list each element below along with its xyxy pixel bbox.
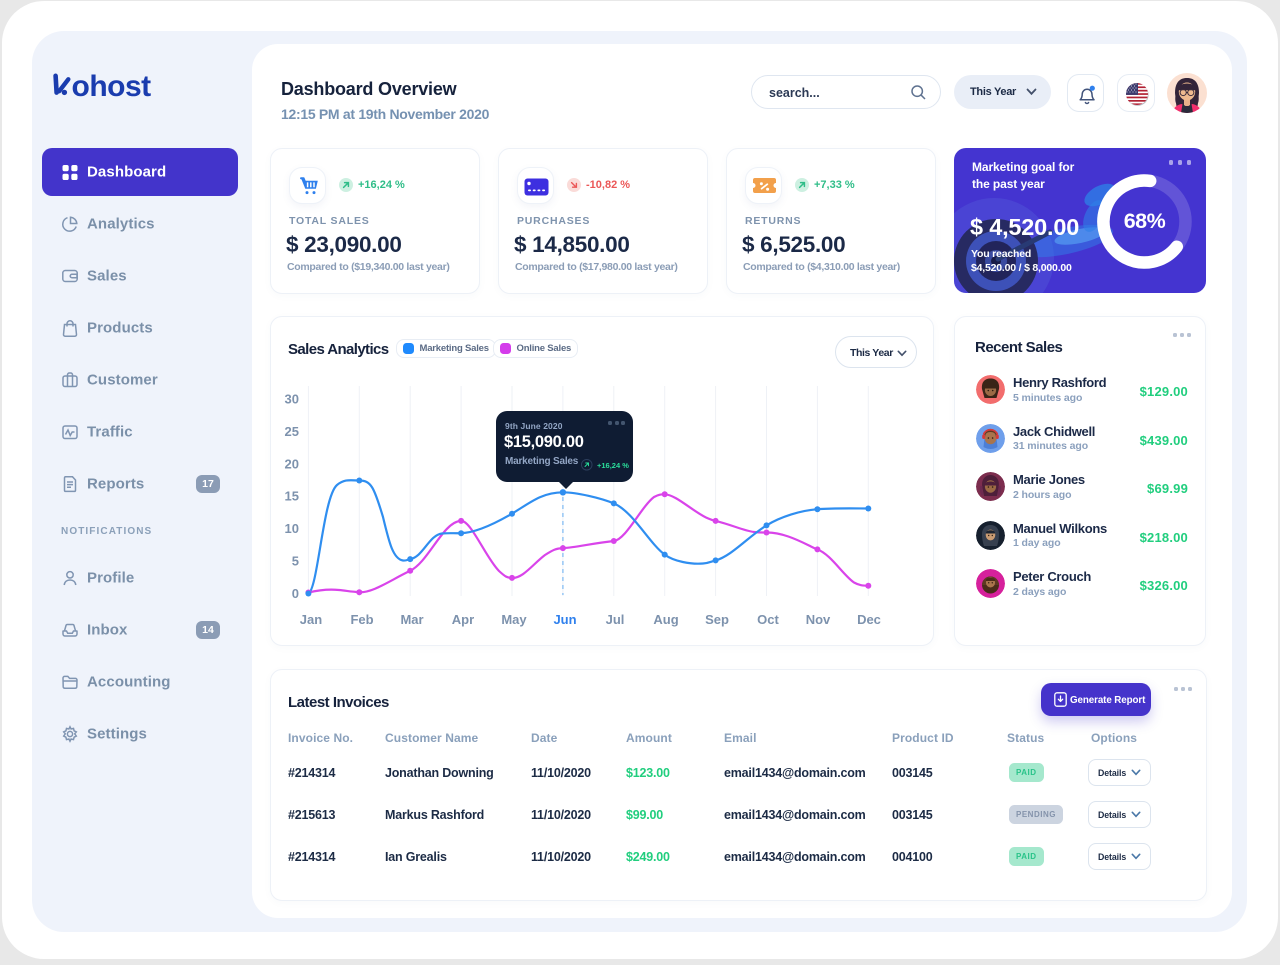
svg-text:30: 30 (285, 392, 299, 407)
svg-text:Sep: Sep (705, 612, 729, 627)
svg-text:Jan: Jan (300, 612, 322, 627)
svg-text:Apr: Apr (452, 612, 474, 627)
svg-text:Nov: Nov (806, 612, 831, 627)
svg-text:Jul: Jul (606, 612, 625, 627)
svg-text:ohost: ohost (72, 70, 152, 100)
svg-text:5: 5 (292, 554, 299, 569)
svg-text:25: 25 (285, 424, 299, 439)
svg-text:Dec: Dec (857, 612, 881, 627)
svg-text:May: May (501, 612, 527, 627)
svg-text:15: 15 (285, 489, 299, 504)
svg-text:Feb: Feb (350, 612, 373, 627)
svg-text:Oct: Oct (757, 612, 779, 627)
svg-text:20: 20 (285, 456, 299, 471)
svg-text:10: 10 (285, 521, 299, 536)
svg-text:Mar: Mar (400, 612, 423, 627)
svg-text:Jun: Jun (553, 612, 576, 627)
svg-text:0: 0 (292, 586, 299, 601)
svg-text:Aug: Aug (653, 612, 678, 627)
